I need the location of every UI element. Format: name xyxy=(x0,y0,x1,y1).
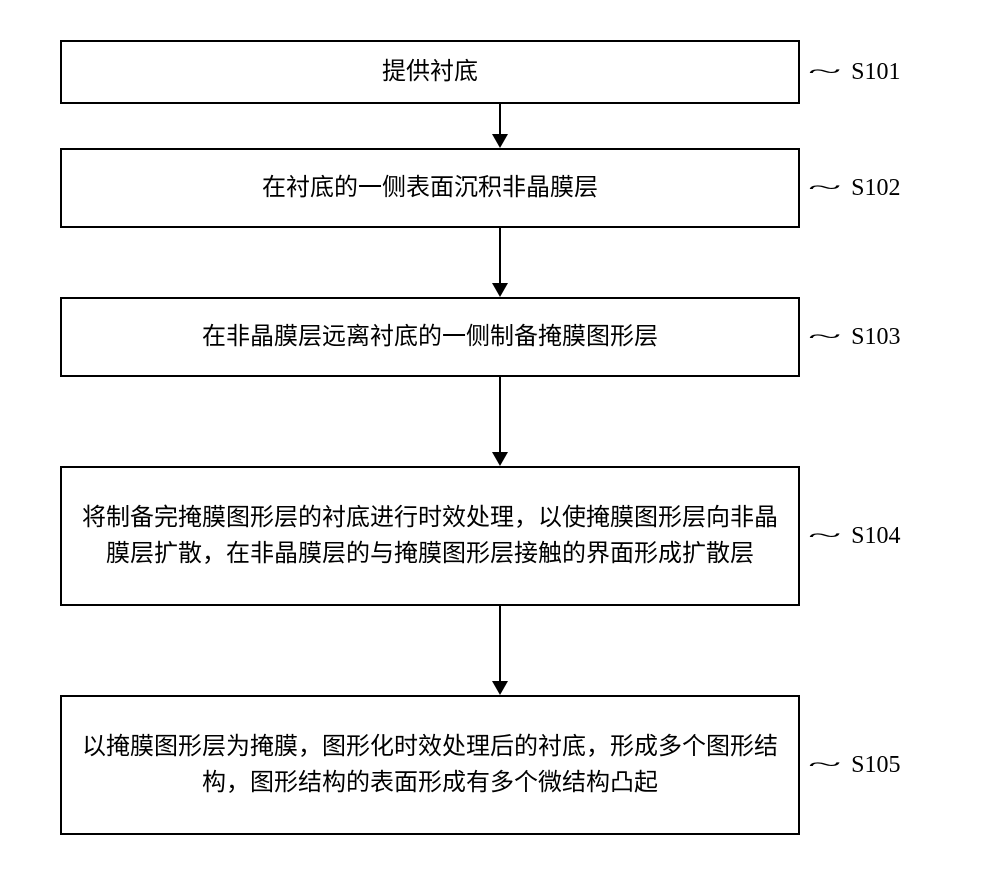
connector-tilde-icon: ~ xyxy=(808,324,841,350)
arrow-head xyxy=(492,681,508,695)
step-box-s101: 提供衬底 xyxy=(60,40,800,104)
arrow-shaft xyxy=(499,377,501,452)
arrow-head xyxy=(492,283,508,297)
arrow-container xyxy=(130,377,870,466)
arrow-shaft xyxy=(499,228,501,283)
step-box-s102: 在衬底的一侧表面沉积非晶膜层 xyxy=(60,148,800,228)
arrow-head xyxy=(492,134,508,148)
step-label: S103 xyxy=(851,324,900,351)
step-box-s103: 在非晶膜层远离衬底的一侧制备掩膜图形层 xyxy=(60,297,800,377)
arrow-head xyxy=(492,452,508,466)
step-label-group: ~ S104 xyxy=(808,520,901,552)
arrow-down-icon xyxy=(492,606,508,695)
step-label: S105 xyxy=(851,752,900,779)
step-row-s102: 在衬底的一侧表面沉积非晶膜层 ~ S102 xyxy=(60,148,940,228)
step-label: S101 xyxy=(851,59,900,86)
arrow-shaft xyxy=(499,104,501,134)
step-label-group: ~ S102 xyxy=(808,172,901,204)
arrow-container xyxy=(130,228,870,297)
arrow-shaft xyxy=(499,606,501,681)
step-label-group: ~ S103 xyxy=(808,321,901,353)
step-text: 在衬底的一侧表面沉积非晶膜层 xyxy=(262,170,598,206)
step-box-s105: 以掩膜图形层为掩膜，图形化时效处理后的衬底，形成多个图形结构，图形结构的表面形成… xyxy=(60,695,800,835)
step-row-s101: 提供衬底 ~ S101 xyxy=(60,40,940,104)
step-text: 以掩膜图形层为掩膜，图形化时效处理后的衬底，形成多个图形结构，图形结构的表面形成… xyxy=(82,729,778,801)
arrow-down-icon xyxy=(492,104,508,148)
step-label: S104 xyxy=(851,523,900,550)
step-text: 提供衬底 xyxy=(382,54,478,90)
arrow-container xyxy=(130,104,870,148)
arrow-down-icon xyxy=(492,228,508,297)
step-row-s103: 在非晶膜层远离衬底的一侧制备掩膜图形层 ~ S103 xyxy=(60,297,940,377)
step-text: 将制备完掩膜图形层的衬底进行时效处理，以使掩膜图形层向非晶膜层扩散，在非晶膜层的… xyxy=(82,500,778,572)
step-box-s104: 将制备完掩膜图形层的衬底进行时效处理，以使掩膜图形层向非晶膜层扩散，在非晶膜层的… xyxy=(60,466,800,606)
step-text: 在非晶膜层远离衬底的一侧制备掩膜图形层 xyxy=(202,319,658,355)
step-label-group: ~ S101 xyxy=(808,56,901,88)
connector-tilde-icon: ~ xyxy=(808,523,841,549)
step-row-s105: 以掩膜图形层为掩膜，图形化时效处理后的衬底，形成多个图形结构，图形结构的表面形成… xyxy=(60,695,940,835)
connector-tilde-icon: ~ xyxy=(808,59,841,85)
connector-tilde-icon: ~ xyxy=(808,752,841,778)
step-label-group: ~ S105 xyxy=(808,749,901,781)
step-row-s104: 将制备完掩膜图形层的衬底进行时效处理，以使掩膜图形层向非晶膜层扩散，在非晶膜层的… xyxy=(60,466,940,606)
step-label: S102 xyxy=(851,175,900,202)
connector-tilde-icon: ~ xyxy=(808,175,841,201)
process-flowchart: 提供衬底 ~ S101 在衬底的一侧表面沉积非晶膜层 ~ S102 在非晶膜层远… xyxy=(60,40,940,835)
arrow-down-icon xyxy=(492,377,508,466)
arrow-container xyxy=(130,606,870,695)
